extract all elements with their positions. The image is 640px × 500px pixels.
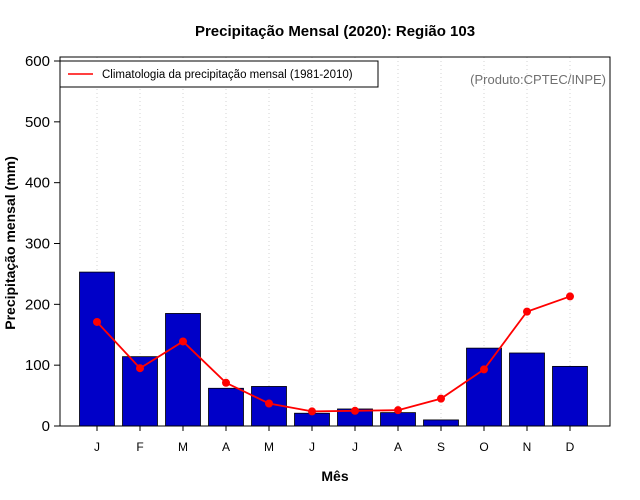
bar bbox=[208, 387, 244, 427]
climatology-point bbox=[308, 407, 316, 416]
x-tick-label: J bbox=[94, 440, 100, 454]
chart-title: Precipitação Mensal (2020): Região 103 bbox=[195, 23, 475, 40]
climatology-point bbox=[265, 399, 273, 408]
climatology-line bbox=[96, 295, 571, 413]
bar bbox=[466, 347, 502, 427]
y-axis: 0 100 200 300 400 500 600 bbox=[25, 53, 60, 435]
x-tick-label: O bbox=[479, 440, 488, 454]
y-tick-label: 100 bbox=[25, 357, 50, 374]
climatology-point bbox=[437, 394, 445, 403]
bar bbox=[423, 419, 459, 427]
x-tick-label: M bbox=[264, 440, 274, 454]
grid-lines bbox=[96, 57, 571, 426]
bar-series bbox=[79, 271, 588, 427]
climatology-point bbox=[93, 317, 101, 326]
x-tick-label: D bbox=[566, 440, 575, 454]
climatology-series bbox=[93, 292, 574, 416]
y-axis-title: Precipitação mensal (mm) bbox=[2, 156, 18, 330]
legend: Climatologia da precipitação mensal (198… bbox=[59, 60, 379, 88]
bar bbox=[509, 352, 545, 427]
x-tick-label: N bbox=[523, 440, 532, 454]
bar bbox=[552, 365, 588, 427]
bar bbox=[380, 412, 416, 427]
x-axis-title: Mês bbox=[321, 468, 348, 484]
climatology-point bbox=[351, 406, 359, 415]
climatology-point bbox=[566, 292, 574, 301]
y-tick-label: 400 bbox=[25, 175, 50, 192]
y-tick-label: 300 bbox=[25, 236, 50, 253]
climatology-point bbox=[394, 406, 402, 415]
climatology-point bbox=[222, 378, 230, 387]
climatology-point bbox=[136, 364, 144, 373]
plot-frame bbox=[59, 56, 611, 427]
source-credit: (Produto:CPTEC/INPE) bbox=[470, 72, 606, 87]
bar bbox=[79, 271, 115, 427]
bar bbox=[165, 313, 201, 427]
climatology-point bbox=[480, 365, 488, 374]
climatology-point bbox=[179, 337, 187, 346]
legend-label: Climatologia da precipitação mensal (198… bbox=[102, 69, 353, 81]
x-tick-label: J bbox=[309, 440, 315, 454]
y-tick-label: 0 bbox=[42, 418, 50, 435]
x-tick-label: F bbox=[136, 440, 143, 454]
y-tick-label: 600 bbox=[25, 53, 50, 70]
x-tick-label: S bbox=[437, 440, 445, 454]
y-tick-label: 200 bbox=[25, 296, 50, 313]
y-tick-label: 500 bbox=[25, 114, 50, 131]
legend-box bbox=[59, 60, 379, 88]
x-tick-label: J bbox=[352, 440, 358, 454]
x-tick-label: A bbox=[394, 440, 402, 454]
x-tick-label: A bbox=[222, 440, 230, 454]
climatology-point bbox=[523, 307, 531, 316]
x-tick-label: M bbox=[178, 440, 188, 454]
